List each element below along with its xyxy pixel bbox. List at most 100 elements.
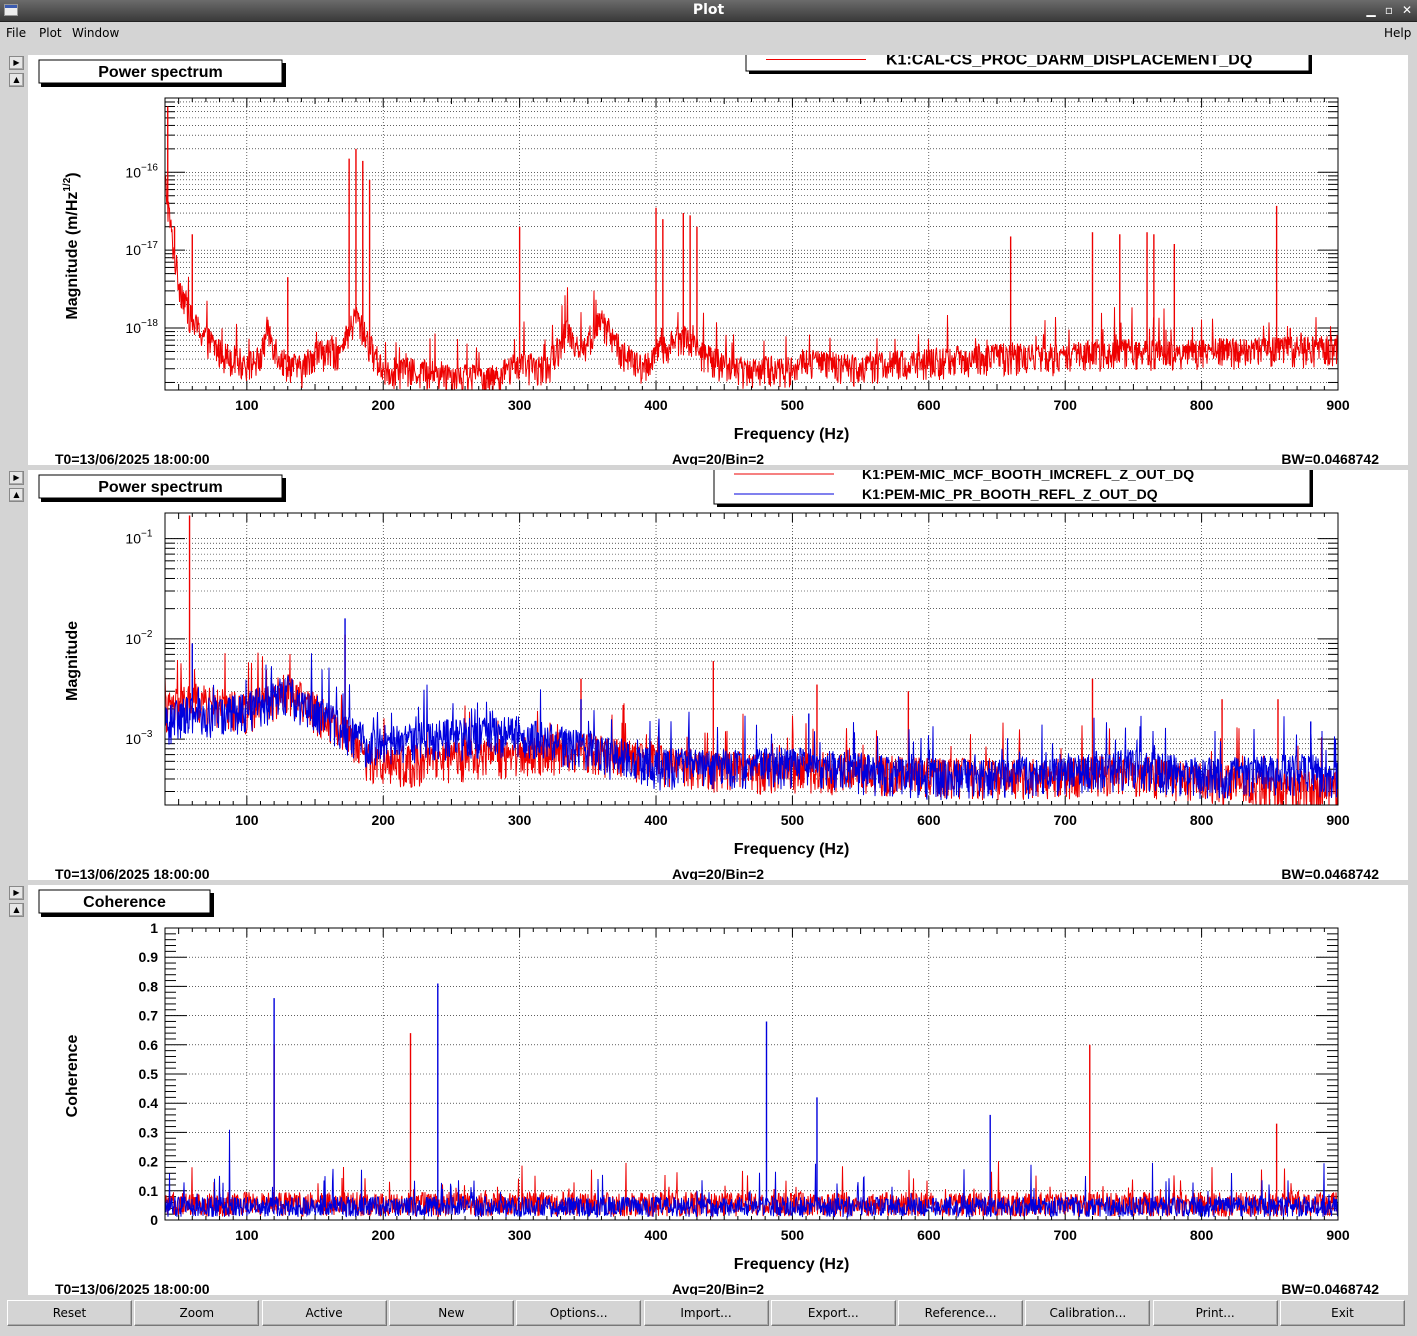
plot-panel-3: ▶ ▲ Coherence 100 200 300 400 500 600 700 800 900 1 0… — [0, 885, 1417, 1295]
y-tick-label: 10 — [125, 164, 141, 180]
y-tick-label: 0.8 — [139, 978, 159, 994]
x-tick-label: 600 — [917, 812, 941, 828]
title-box — [38, 474, 283, 499]
menu-help[interactable]: Help — [1384, 26, 1412, 40]
x-tick-label: 400 — [644, 397, 668, 413]
canvas-background — [28, 55, 1408, 465]
x-tick-label: 500 — [781, 812, 805, 828]
x-tick-label: 900 — [1326, 397, 1350, 413]
y-tick-label-exponent: −18 — [141, 318, 158, 329]
options-button[interactable]: Options... — [516, 1300, 642, 1326]
x-tick-label: 100 — [235, 812, 259, 828]
y-tick-label: 0.2 — [139, 1154, 159, 1170]
export-button[interactable]: Export... — [770, 1300, 896, 1326]
bandwidth: BW=0.0468742 — [1281, 1281, 1379, 1295]
exit-button[interactable]: Exit — [1280, 1300, 1405, 1326]
series-line-2 — [165, 653, 1338, 801]
minimize-icon[interactable]: ▁ — [1366, 3, 1376, 17]
legend-box — [713, 470, 1311, 505]
plot-title: Power spectrum — [98, 479, 222, 496]
x-tick-label: 700 — [1054, 1227, 1078, 1243]
averages: Avg=20/Bin=2 — [672, 451, 764, 465]
window-title: Plot — [692, 2, 725, 18]
x-tick-label: 600 — [917, 1227, 941, 1243]
plot-title: Coherence — [83, 894, 166, 911]
y-tick-label: 10 — [125, 242, 141, 258]
legend: K1:PEM-MIC_MCF_BOOTH_IMCREFL_Z_OUT_DQ K1:… — [713, 470, 1313, 507]
ticks — [165, 97, 1339, 390]
x-tick-label: 800 — [1190, 812, 1214, 828]
x-tick-label: 100 — [235, 397, 259, 413]
panel-collapse-button[interactable]: ▲ — [9, 73, 24, 87]
maximize-icon[interactable]: ▫ — [1384, 3, 1394, 17]
x-tick-label: 800 — [1190, 397, 1214, 413]
x-axis-label: Frequency (Hz) — [734, 1256, 850, 1273]
plot-title: Power spectrum — [98, 64, 222, 81]
y-tick-label: 0.7 — [139, 1008, 159, 1024]
plot-canvas[interactable]: Power spectrum 100 200 300 400 500 600 700 800 90… — [28, 470, 1408, 880]
reference-button[interactable]: Reference... — [898, 1300, 1024, 1326]
panel-expand-button[interactable]: ▶ — [9, 56, 24, 70]
x-tick-label: 500 — [781, 397, 805, 413]
menu-window[interactable]: Window — [72, 26, 120, 40]
x-tick-label: 300 — [508, 812, 532, 828]
panel-expand-button[interactable]: ▶ — [9, 886, 24, 900]
title-box — [38, 889, 211, 914]
zoom-button[interactable]: Zoom — [134, 1300, 260, 1326]
x-tick-label: 600 — [917, 397, 941, 413]
x-tick-label: 300 — [508, 1227, 532, 1243]
x-axis-label: Frequency (Hz) — [734, 426, 850, 443]
close-icon[interactable]: ✕ — [1401, 3, 1413, 17]
y-tick-label: 0.9 — [139, 949, 159, 965]
legend-label-2: K1:PEM-MIC_PR_BOOTH_REFL_Z_OUT_DQ — [862, 486, 1158, 502]
calibration-button[interactable]: Calibration... — [1025, 1300, 1151, 1326]
reset-button[interactable]: Reset — [7, 1300, 132, 1326]
panel-expand-button[interactable]: ▶ — [9, 471, 24, 485]
start-time: T0=13/06/2025 18:00:00 — [55, 866, 210, 880]
y-tick-label: 0.6 — [139, 1037, 159, 1053]
new-button[interactable]: New — [388, 1300, 514, 1326]
series-line-1 — [165, 173, 1338, 390]
bottom-button-bar: Reset Zoom Active New Options... Import... Exp… — [0, 1298, 1417, 1328]
averages: Avg=20/Bin=2 — [672, 1281, 764, 1295]
x-tick-label: 900 — [1326, 1227, 1350, 1243]
x-tick-label: 300 — [508, 397, 532, 413]
window-icon[interactable] — [4, 4, 18, 16]
start-time: T0=13/06/2025 18:00:00 — [55, 1281, 210, 1295]
menubar: File Plot Window Help — [0, 22, 1417, 44]
y-tick-label: 0.4 — [139, 1095, 159, 1111]
legend-label-1: K1:CAL-CS_PROC_DARM_DISPLACEMENT_DQ — [886, 55, 1252, 69]
y-tick-label: 10 — [125, 531, 141, 547]
y-tick-label: 10 — [125, 631, 141, 647]
y-tick-label-exponent: −1 — [141, 529, 153, 540]
panel-collapse-button[interactable]: ▲ — [9, 903, 24, 917]
legend: K1:CAL-CS_PROC_DARM_DISPLACEMENT_DQ — [745, 55, 1312, 74]
x-tick-label: 200 — [372, 397, 396, 413]
print-button[interactable]: Print... — [1152, 1300, 1278, 1326]
canvas-background — [28, 885, 1408, 1295]
plot-frame — [164, 927, 1339, 1221]
plot-canvas[interactable]: Power spectrum 100 200 300 400 500 600 700 800 90… — [28, 55, 1408, 465]
plot-frame — [164, 97, 1339, 391]
import-button[interactable]: Import... — [643, 1300, 769, 1326]
plot-area — [165, 515, 1338, 805]
y-tick-label-exponent: −2 — [141, 629, 153, 640]
menu-plot[interactable]: Plot — [39, 26, 62, 40]
x-axis-label: Frequency (Hz) — [734, 841, 850, 858]
y-tick-label: 10 — [125, 320, 141, 336]
x-tick-label: 500 — [781, 1227, 805, 1243]
active-button[interactable]: Active — [261, 1300, 387, 1326]
averages: Avg=20/Bin=2 — [672, 866, 764, 880]
y-tick-label: 0 — [150, 1212, 158, 1228]
y-tick-label: 1 — [150, 920, 158, 936]
plot-canvas[interactable]: Coherence 100 200 300 400 500 600 700 800 900 1 0.9… — [28, 885, 1408, 1295]
x-tick-label: 100 — [235, 1227, 259, 1243]
title-box — [38, 59, 283, 84]
x-tick-label: 400 — [644, 1227, 668, 1243]
panel-collapse-button[interactable]: ▲ — [9, 488, 24, 502]
menu-file[interactable]: File — [6, 26, 27, 40]
y-tick-label-exponent: −3 — [141, 729, 153, 740]
x-tick-label: 200 — [372, 1227, 396, 1243]
plot-area — [165, 106, 1338, 390]
x-tick-label: 700 — [1054, 397, 1078, 413]
